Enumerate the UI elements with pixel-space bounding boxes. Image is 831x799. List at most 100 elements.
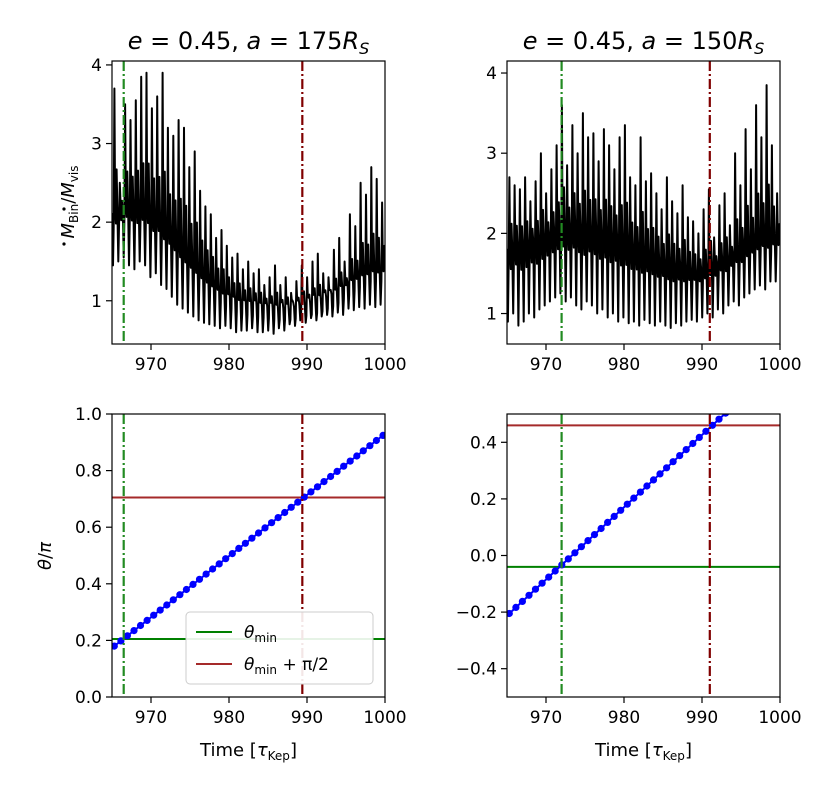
x-tick-label: 970	[135, 708, 167, 728]
theta-point	[649, 476, 658, 484]
theta-point	[215, 560, 223, 568]
panel-title: e = 0.45, a = 150RS	[523, 27, 765, 58]
theta-point	[604, 518, 612, 527]
y-tick-label: 0.6	[75, 518, 102, 538]
x-tick-label: 1000	[758, 708, 801, 728]
panel-top-right: 970 980 990 1000 1 2 3 4 e = 0.45, a = 150RS	[486, 27, 801, 375]
x-tick-label: 970	[135, 355, 167, 375]
theta-point	[518, 597, 527, 606]
theta-point	[228, 550, 236, 558]
y-tick-label: 2	[91, 213, 102, 233]
y-tick-label: 3	[91, 135, 102, 155]
legend-label-theta-min: θmin	[244, 623, 277, 645]
y-tick-label: 1	[91, 292, 102, 312]
y-tick-label: −0.2	[456, 603, 497, 623]
theta-point	[538, 579, 546, 587]
theta-point	[123, 632, 131, 640]
theta-point	[130, 627, 138, 635]
theta-point	[189, 580, 197, 589]
theta-point	[241, 539, 249, 547]
y-tick-label: 0.4	[75, 575, 102, 595]
theta-point	[156, 606, 164, 614]
theta-point	[313, 483, 322, 491]
x-tick-label: 990	[686, 708, 718, 728]
y-tick-label: 0.2	[75, 631, 102, 651]
theta-point	[327, 472, 335, 481]
theta-point	[209, 565, 217, 573]
axes-frame	[506, 60, 781, 345]
panel-bottom-right: 970 980 990 1000 −0.4 −0.2 0.0 0.2 0.4 Time [τKe…	[456, 413, 802, 763]
theta-point	[254, 529, 263, 537]
theta-point	[689, 439, 697, 448]
x-axis-label: Time [τKep]	[199, 740, 297, 763]
theta-point	[248, 534, 256, 542]
theta-point	[584, 537, 592, 545]
y-tick-label: 1.0	[75, 405, 102, 425]
theta-point	[571, 549, 579, 557]
theta-point	[636, 488, 645, 496]
theta-point	[702, 427, 710, 435]
y-tick-label: 1	[486, 305, 497, 325]
panel-top-left: 970 980 990 1000 1 2 3 4 e = 0.45, a = 175RS MB…	[58, 27, 407, 375]
y-tick-label: 4	[91, 56, 102, 76]
y-axis-label: θ/π	[35, 541, 56, 570]
theta-point	[136, 621, 145, 630]
accretion-rate-line	[507, 84, 780, 329]
x-tick-label: 990	[686, 355, 718, 375]
theta-point	[507, 609, 513, 618]
theta-point	[333, 467, 341, 475]
y-tick-label: 0.0	[470, 547, 497, 567]
theta-point	[512, 603, 520, 612]
theta-point	[195, 575, 204, 583]
theta-point	[695, 433, 703, 441]
theta-point	[169, 596, 177, 604]
theta-point	[682, 446, 690, 454]
theta-point	[340, 462, 348, 470]
x-tick-label: 990	[291, 708, 323, 728]
y-tick-label: 3	[486, 144, 497, 164]
theta-point	[372, 436, 380, 445]
theta-point	[163, 601, 171, 609]
x-tick-label: 970	[530, 708, 562, 728]
theta-point	[551, 567, 559, 575]
theta-point	[222, 555, 230, 563]
x-tick-label: 980	[213, 355, 245, 375]
legend-box	[185, 611, 374, 685]
theta-point	[112, 642, 118, 650]
axes-frame	[111, 413, 386, 698]
x-tick-label: 970	[530, 355, 562, 375]
panel-title: e = 0.45, a = 175RS	[128, 27, 370, 58]
theta-point	[630, 494, 638, 502]
y-tick-label: 4	[486, 64, 497, 84]
theta-point	[610, 512, 618, 521]
x-tick-label: 980	[608, 355, 640, 375]
theta-point	[663, 464, 671, 472]
theta-point	[268, 519, 276, 527]
theta-point	[281, 508, 289, 517]
theta-point	[379, 431, 385, 439]
theta-point	[346, 457, 354, 465]
y-tick-label: −0.4	[456, 660, 497, 680]
theta-point	[617, 506, 625, 514]
x-tick-label: 1000	[363, 355, 406, 375]
y-tick-label: 0.8	[75, 462, 102, 482]
theta-point	[202, 570, 210, 578]
axes-frame	[111, 60, 386, 345]
x-tick-label: 980	[213, 708, 245, 728]
theta-point	[669, 458, 677, 466]
theta-point	[545, 573, 553, 581]
theta-point	[307, 488, 315, 496]
y-label-dot-accent	[62, 242, 66, 246]
x-tick-label: 980	[608, 708, 640, 728]
theta-point	[294, 498, 302, 506]
theta-point	[564, 555, 572, 563]
theta-point	[261, 524, 269, 532]
y-tick-label: 2	[486, 224, 497, 244]
theta-point	[577, 543, 586, 551]
y-axis-label: MBin/Mvis	[58, 166, 81, 239]
theta-point	[676, 452, 684, 460]
theta-point	[235, 544, 243, 553]
theta-point	[715, 415, 723, 423]
